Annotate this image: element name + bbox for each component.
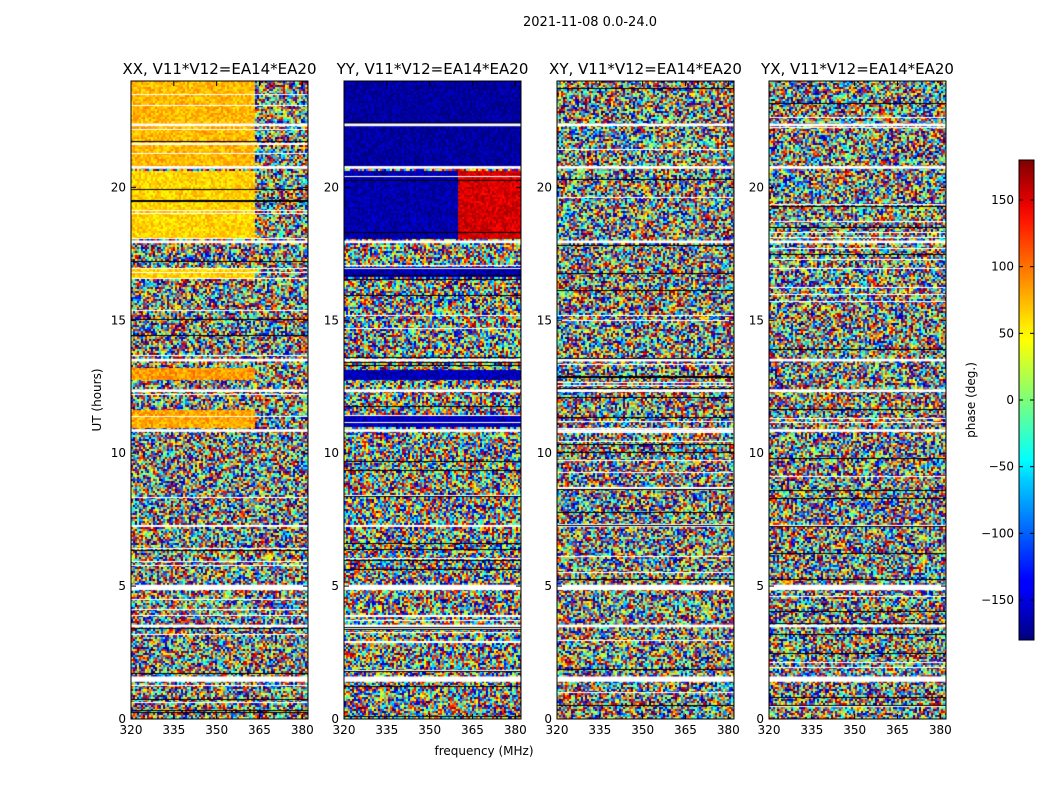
y-tick-label-15: 15 bbox=[111, 313, 126, 327]
x-tick-label-380: 380 bbox=[717, 723, 740, 737]
x-tick-label-320: 320 bbox=[758, 723, 781, 737]
x-tick-label-365: 365 bbox=[461, 723, 484, 737]
colorbar-tick-label--50: −50 bbox=[989, 460, 1014, 474]
y-tick-label-0: 0 bbox=[331, 712, 339, 726]
colorbar-tick-label-50: 50 bbox=[999, 326, 1014, 340]
y-tick-label-15: 15 bbox=[537, 313, 552, 327]
x-tick-label-365: 365 bbox=[248, 723, 271, 737]
panel-title-xy: XY, V11*V12=EA14*EA20 bbox=[549, 60, 742, 78]
x-tick-label-350: 350 bbox=[418, 723, 441, 737]
x-tick-label-380: 380 bbox=[291, 723, 314, 737]
x-tick-label-365: 365 bbox=[674, 723, 697, 737]
x-tick-label-320: 320 bbox=[120, 723, 143, 737]
x-tick-label-335: 335 bbox=[375, 723, 398, 737]
panel-xx: XX, V11*V12=EA14*EA20 320 335 350 365 380 0 5 10… bbox=[111, 60, 317, 737]
panels-group: XX, V11*V12=EA14*EA20 320 335 350 365 380 0 5 10… bbox=[111, 60, 954, 737]
x-tick-label-335: 335 bbox=[800, 723, 823, 737]
panel-yy: YY, V11*V12=EA14*EA20 320 335 350 365 380 0 5 10… bbox=[324, 60, 529, 737]
colorbar-tick-label--150: −150 bbox=[981, 593, 1014, 607]
y-tick-label-5: 5 bbox=[118, 579, 126, 593]
x-tick-label-320: 320 bbox=[333, 723, 356, 737]
y-tick-label-20: 20 bbox=[749, 180, 764, 194]
y-tick-label-0: 0 bbox=[756, 712, 764, 726]
y-tick-label-10: 10 bbox=[537, 446, 552, 460]
colorbar-ticks: −150 −100 −50 0 50 100 150 bbox=[981, 193, 1034, 607]
panel-xy: XY, V11*V12=EA14*EA20 320 335 350 365 380 0 5 10… bbox=[537, 60, 742, 737]
colorbar-tick-label-100: 100 bbox=[991, 260, 1014, 274]
panel-frame-xy bbox=[556, 80, 735, 720]
x-tick-label-335: 335 bbox=[588, 723, 611, 737]
y-axis-label: UT (hours) bbox=[90, 368, 104, 431]
y-tick-label-10: 10 bbox=[111, 446, 126, 460]
y-tick-label-5: 5 bbox=[331, 579, 339, 593]
x-tick-label-380: 380 bbox=[929, 723, 952, 737]
x-tick-label-350: 350 bbox=[843, 723, 866, 737]
colorbar-tick-label-150: 150 bbox=[991, 193, 1014, 207]
y-tick-label-0: 0 bbox=[544, 712, 552, 726]
panel-frame-yx bbox=[768, 80, 947, 720]
x-tick-label-350: 350 bbox=[205, 723, 228, 737]
x-tick-label-350: 350 bbox=[631, 723, 654, 737]
heatmap-xy bbox=[557, 81, 734, 719]
panel-frame-yy bbox=[343, 80, 522, 720]
panel-title-xx: XX, V11*V12=EA14*EA20 bbox=[122, 60, 316, 78]
x-tick-label-320: 320 bbox=[546, 723, 569, 737]
x-tick-label-335: 335 bbox=[162, 723, 185, 737]
colorbar-tick-label--100: −100 bbox=[981, 526, 1014, 540]
colorbar-label: phase (deg.) bbox=[964, 362, 978, 438]
y-tick-label-0: 0 bbox=[118, 712, 126, 726]
y-tick-label-5: 5 bbox=[544, 579, 552, 593]
y-tick-label-15: 15 bbox=[749, 313, 764, 327]
figure-title: 2021-11-08 0.0-24.0 bbox=[523, 15, 657, 30]
x-tick-label-365: 365 bbox=[886, 723, 909, 737]
y-tick-label-10: 10 bbox=[749, 446, 764, 460]
x-axis-label: frequency (MHz) bbox=[434, 744, 533, 758]
panel-yx: YX, V11*V12=EA14*EA20 320 335 350 365 380 0 5 10… bbox=[749, 60, 954, 737]
heatmap-yx bbox=[769, 81, 946, 719]
y-tick-label-10: 10 bbox=[324, 446, 339, 460]
panel-title-yx: YX, V11*V12=EA14*EA20 bbox=[760, 60, 954, 78]
panel-title-yy: YY, V11*V12=EA14*EA20 bbox=[336, 60, 529, 78]
panel-frame-xx bbox=[130, 80, 309, 720]
y-tick-label-20: 20 bbox=[537, 180, 552, 194]
y-tick-label-20: 20 bbox=[324, 180, 339, 194]
y-tick-label-5: 5 bbox=[756, 579, 764, 593]
heatmap-yy bbox=[344, 81, 521, 719]
x-tick-label-380: 380 bbox=[504, 723, 527, 737]
heatmap-xx bbox=[131, 81, 308, 719]
y-tick-label-20: 20 bbox=[111, 180, 126, 194]
y-tick-label-15: 15 bbox=[324, 313, 339, 327]
colorbar-tick-label-0: 0 bbox=[1006, 393, 1014, 407]
